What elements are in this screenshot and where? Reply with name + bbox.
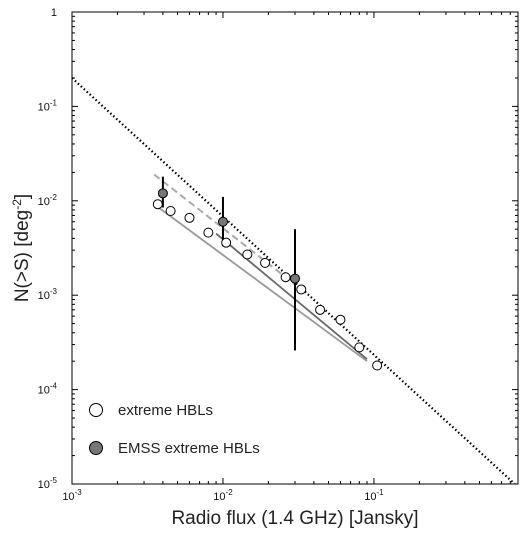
y-axis-label: N(>S) [deg-2] (10, 194, 33, 302)
y-tick-label: 1 (51, 7, 57, 19)
dashed-fit-line (153, 173, 296, 286)
emss-point (217, 216, 228, 227)
hbl-point (354, 342, 365, 353)
legend: extreme HBLs EMSS extreme HBLs (89, 402, 260, 457)
hbl-point (242, 249, 253, 260)
legend-label: EMSS extreme HBLs (118, 440, 260, 457)
emss-point (290, 273, 300, 284)
error-bars (161, 176, 296, 351)
x-tick-label: 10-3 (62, 488, 82, 503)
y-tick-label: 10-3 (38, 287, 58, 302)
x-tick-label: 10-2 (213, 488, 233, 503)
hbl-point (221, 237, 232, 248)
legend-label: extreme HBLs (118, 402, 213, 419)
hbl-point (184, 212, 195, 223)
x-tick-label: 10-1 (364, 488, 384, 503)
fit-lines (72, 77, 517, 484)
data-points (152, 188, 383, 371)
legend-marker (89, 403, 103, 417)
hbl-point (296, 284, 307, 295)
hbl-point (203, 227, 214, 238)
hbl-point (372, 360, 383, 371)
tick-labels: 1 10-1 10-2 10-3 10-4 10-5 10-3 10-2 10-1 (38, 7, 385, 503)
hbl-point (165, 205, 176, 216)
dotted-fit-line (72, 77, 517, 484)
hbl-point (152, 199, 163, 210)
legend-marker (89, 441, 103, 455)
axis-ticks (71, 12, 519, 485)
x-axis-label: Radio flux (1.4 GHz) [Jansky] (171, 508, 418, 529)
solid-fit-line (153, 203, 368, 362)
hbl-point (315, 304, 326, 315)
hbl-point (280, 272, 291, 283)
emss-point (157, 188, 168, 199)
solid-fit-line (215, 232, 368, 360)
hbl-point (260, 257, 271, 268)
hbl-point (335, 314, 346, 325)
y-tick-label: 10-2 (38, 193, 58, 208)
y-tick-label: 10-5 (38, 476, 58, 491)
y-tick-label: 10-4 (38, 382, 58, 397)
y-tick-label: 10-1 (38, 98, 58, 113)
